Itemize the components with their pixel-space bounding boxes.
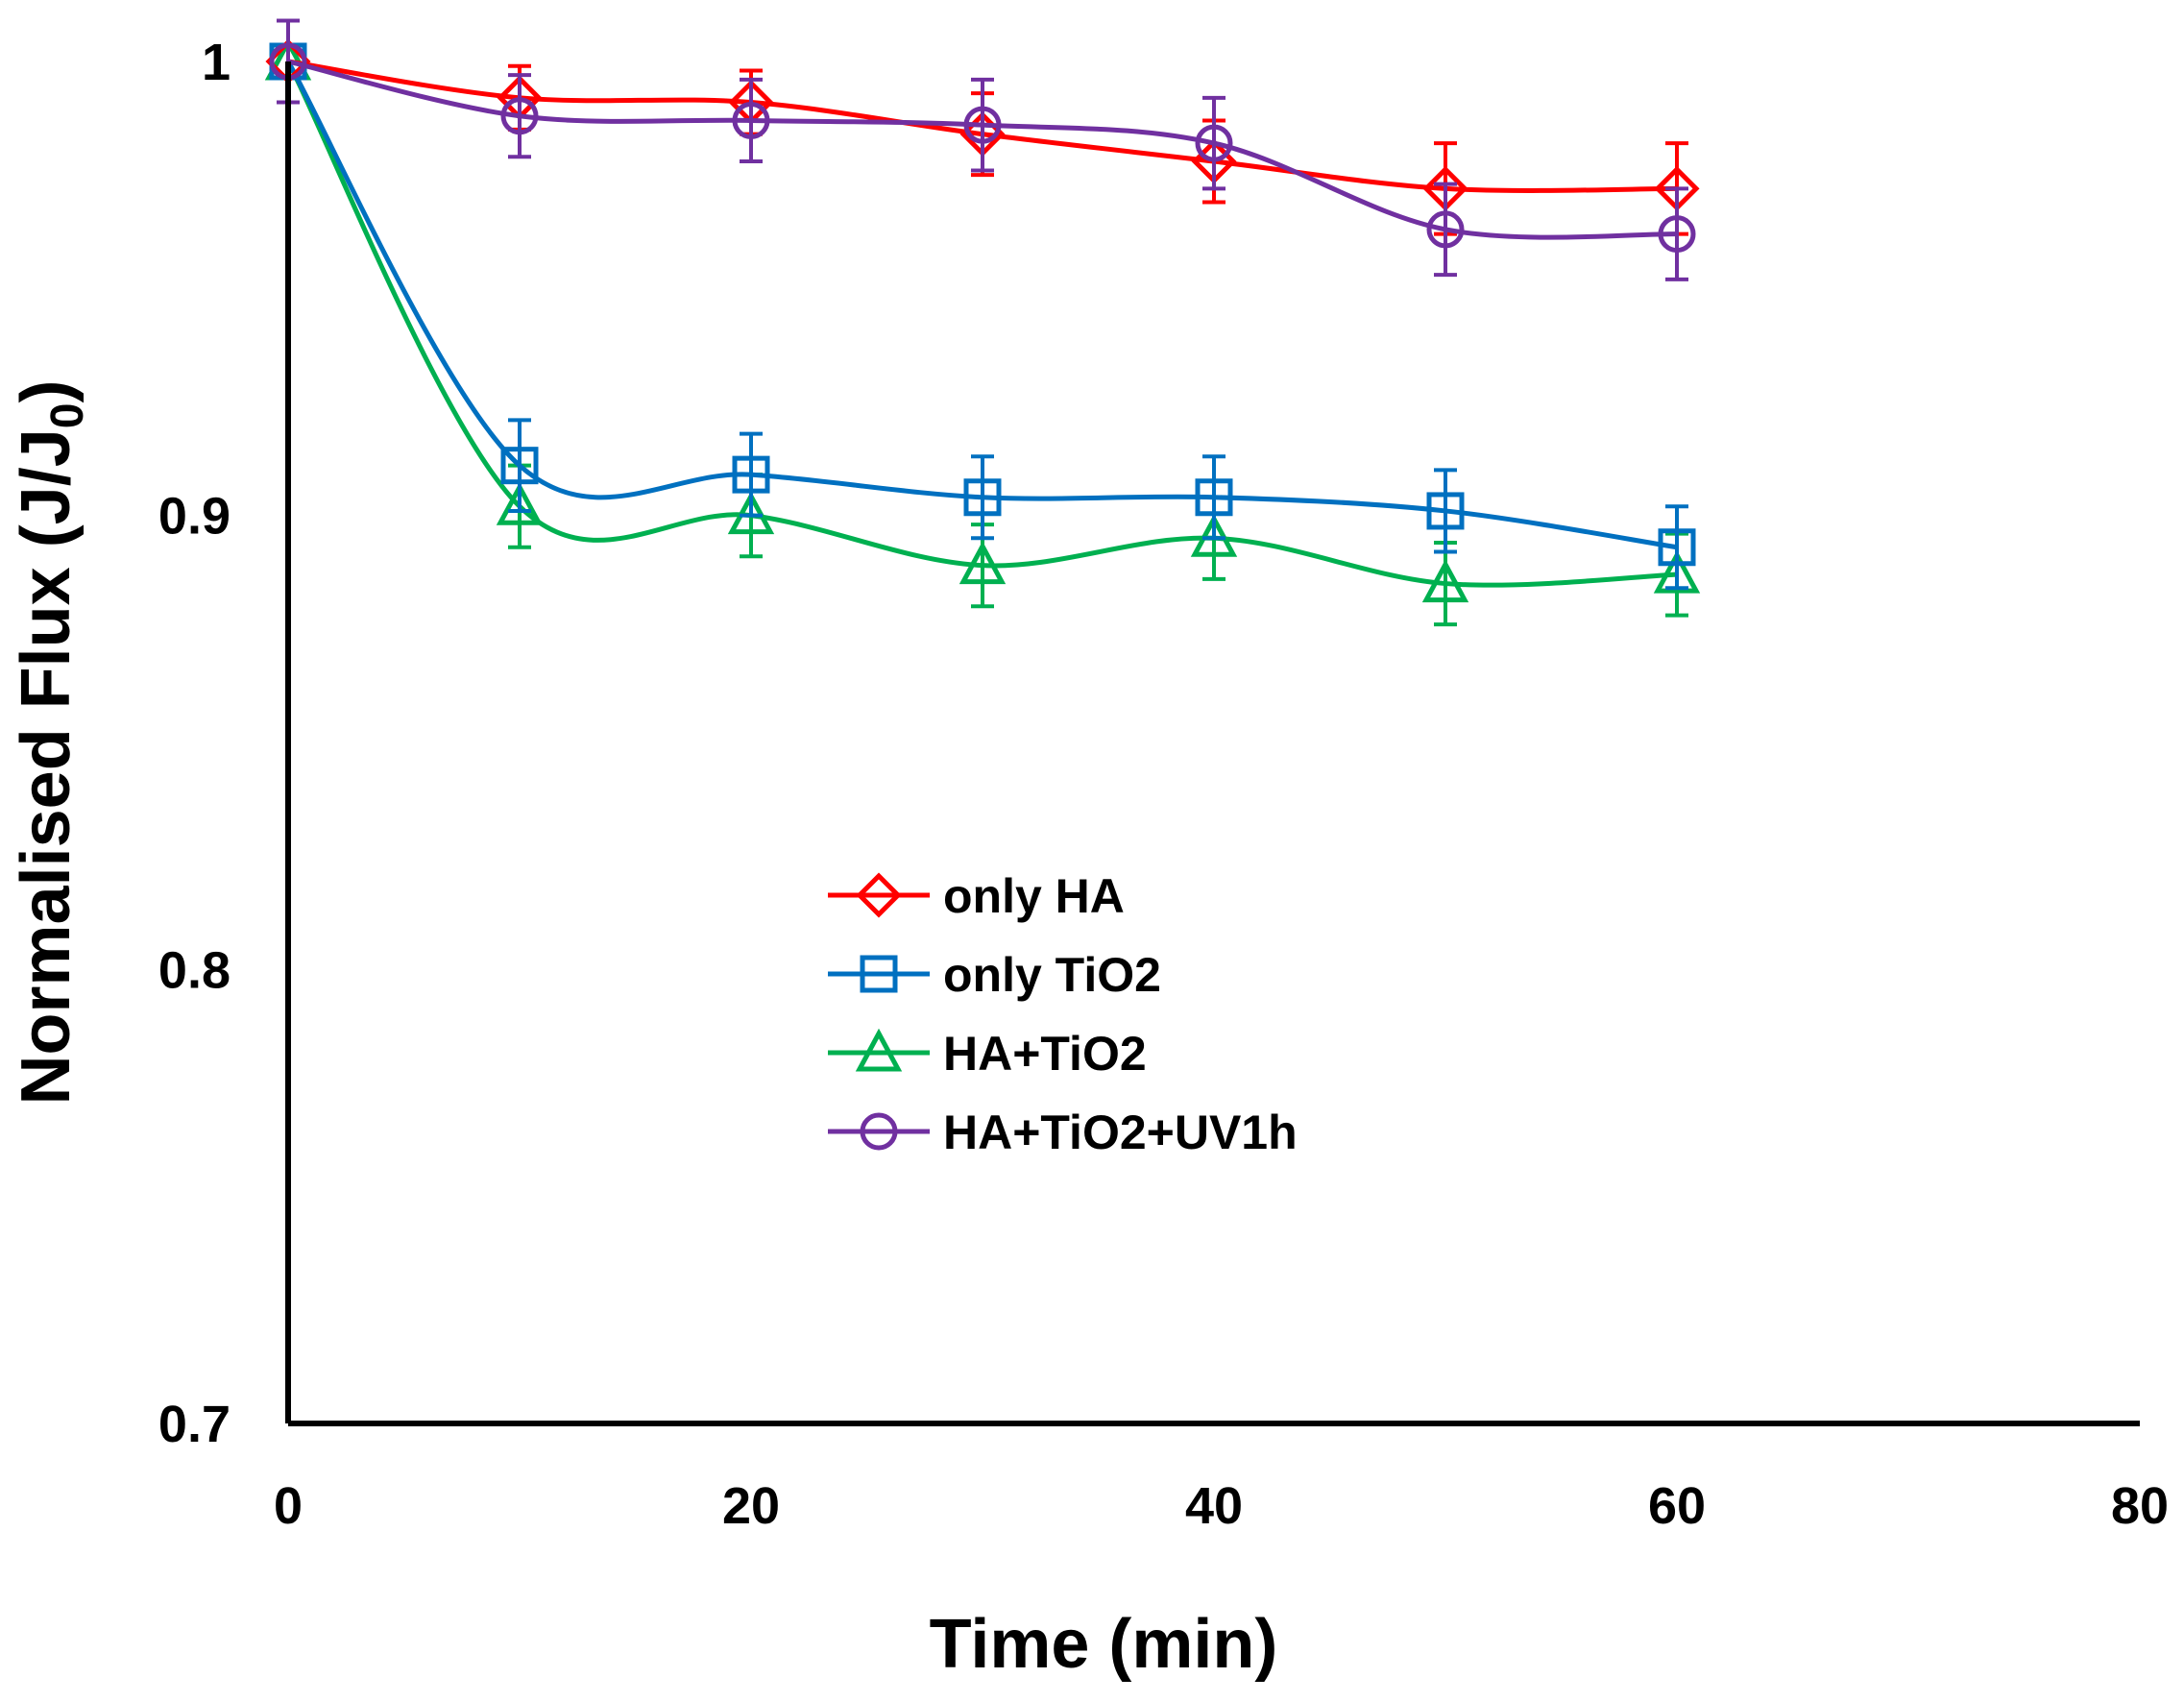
- y-tick-label: 0.8: [158, 941, 231, 999]
- series-layer: [264, 18, 1701, 627]
- data-point: [959, 541, 1007, 585]
- data-point: [1195, 124, 1233, 162]
- legend-label: only HA: [943, 869, 1125, 923]
- y-tick-label: 0.7: [158, 1396, 231, 1453]
- data-point: [732, 101, 770, 139]
- legend-label: HA+TiO2+UV1h: [943, 1106, 1298, 1159]
- ticks-layer: 0.7 0.8 0.9 1 0 20 40 60 80: [158, 34, 2169, 1535]
- data-point: [963, 478, 1002, 517]
- series-line: [285, 60, 1678, 550]
- y-tick-label: 0.9: [158, 488, 231, 546]
- x-tick-label: 60: [1648, 1477, 1706, 1535]
- legend: only HA only TiO2 HA+TiO2 HA+TiO2+UV1h: [828, 869, 1298, 1159]
- data-point: [1426, 492, 1465, 530]
- y-axis-title-close: ): [8, 380, 85, 403]
- x-axis-title: Time (min): [930, 1606, 1278, 1683]
- legend-entry: only TiO2: [828, 948, 1161, 1002]
- data-point: [500, 447, 539, 485]
- data-point: [732, 455, 770, 494]
- legend-entry: HA+TiO2+UV1h: [828, 1106, 1298, 1159]
- data-point: [1421, 559, 1469, 603]
- y-axis-title-subscript: 0: [42, 403, 93, 429]
- x-tick-label: 20: [722, 1477, 780, 1535]
- x-tick-label: 40: [1185, 1477, 1243, 1535]
- legend-entry: only HA: [828, 869, 1125, 923]
- data-point: [1658, 528, 1696, 567]
- data-point: [1426, 210, 1465, 249]
- data-point: [1195, 478, 1233, 517]
- legend-label: only TiO2: [943, 948, 1161, 1002]
- y-axis-title: Normalised Flux (J/J0): [8, 380, 93, 1106]
- data-point: [963, 106, 1002, 144]
- data-point: [496, 481, 544, 525]
- x-tick-label: 80: [2111, 1477, 2169, 1535]
- axes-layer: [285, 61, 2140, 1426]
- legend-label: HA+TiO2: [943, 1027, 1147, 1081]
- series-ha-tio2-uv1h: [269, 18, 1696, 281]
- legend-marker: [855, 1028, 903, 1072]
- data-point: [1653, 549, 1701, 594]
- data-point: [1658, 215, 1696, 254]
- legend-marker: [860, 1112, 898, 1151]
- y-axis-title-main: Normalised Flux (J/J: [8, 428, 85, 1105]
- legend-marker: [856, 872, 902, 918]
- y-tick-label: 1: [202, 34, 231, 91]
- legend-marker: [860, 955, 898, 993]
- data-point: [500, 97, 539, 135]
- x-tick-label: 0: [274, 1477, 303, 1535]
- legend-entry: HA+TiO2: [828, 1027, 1147, 1081]
